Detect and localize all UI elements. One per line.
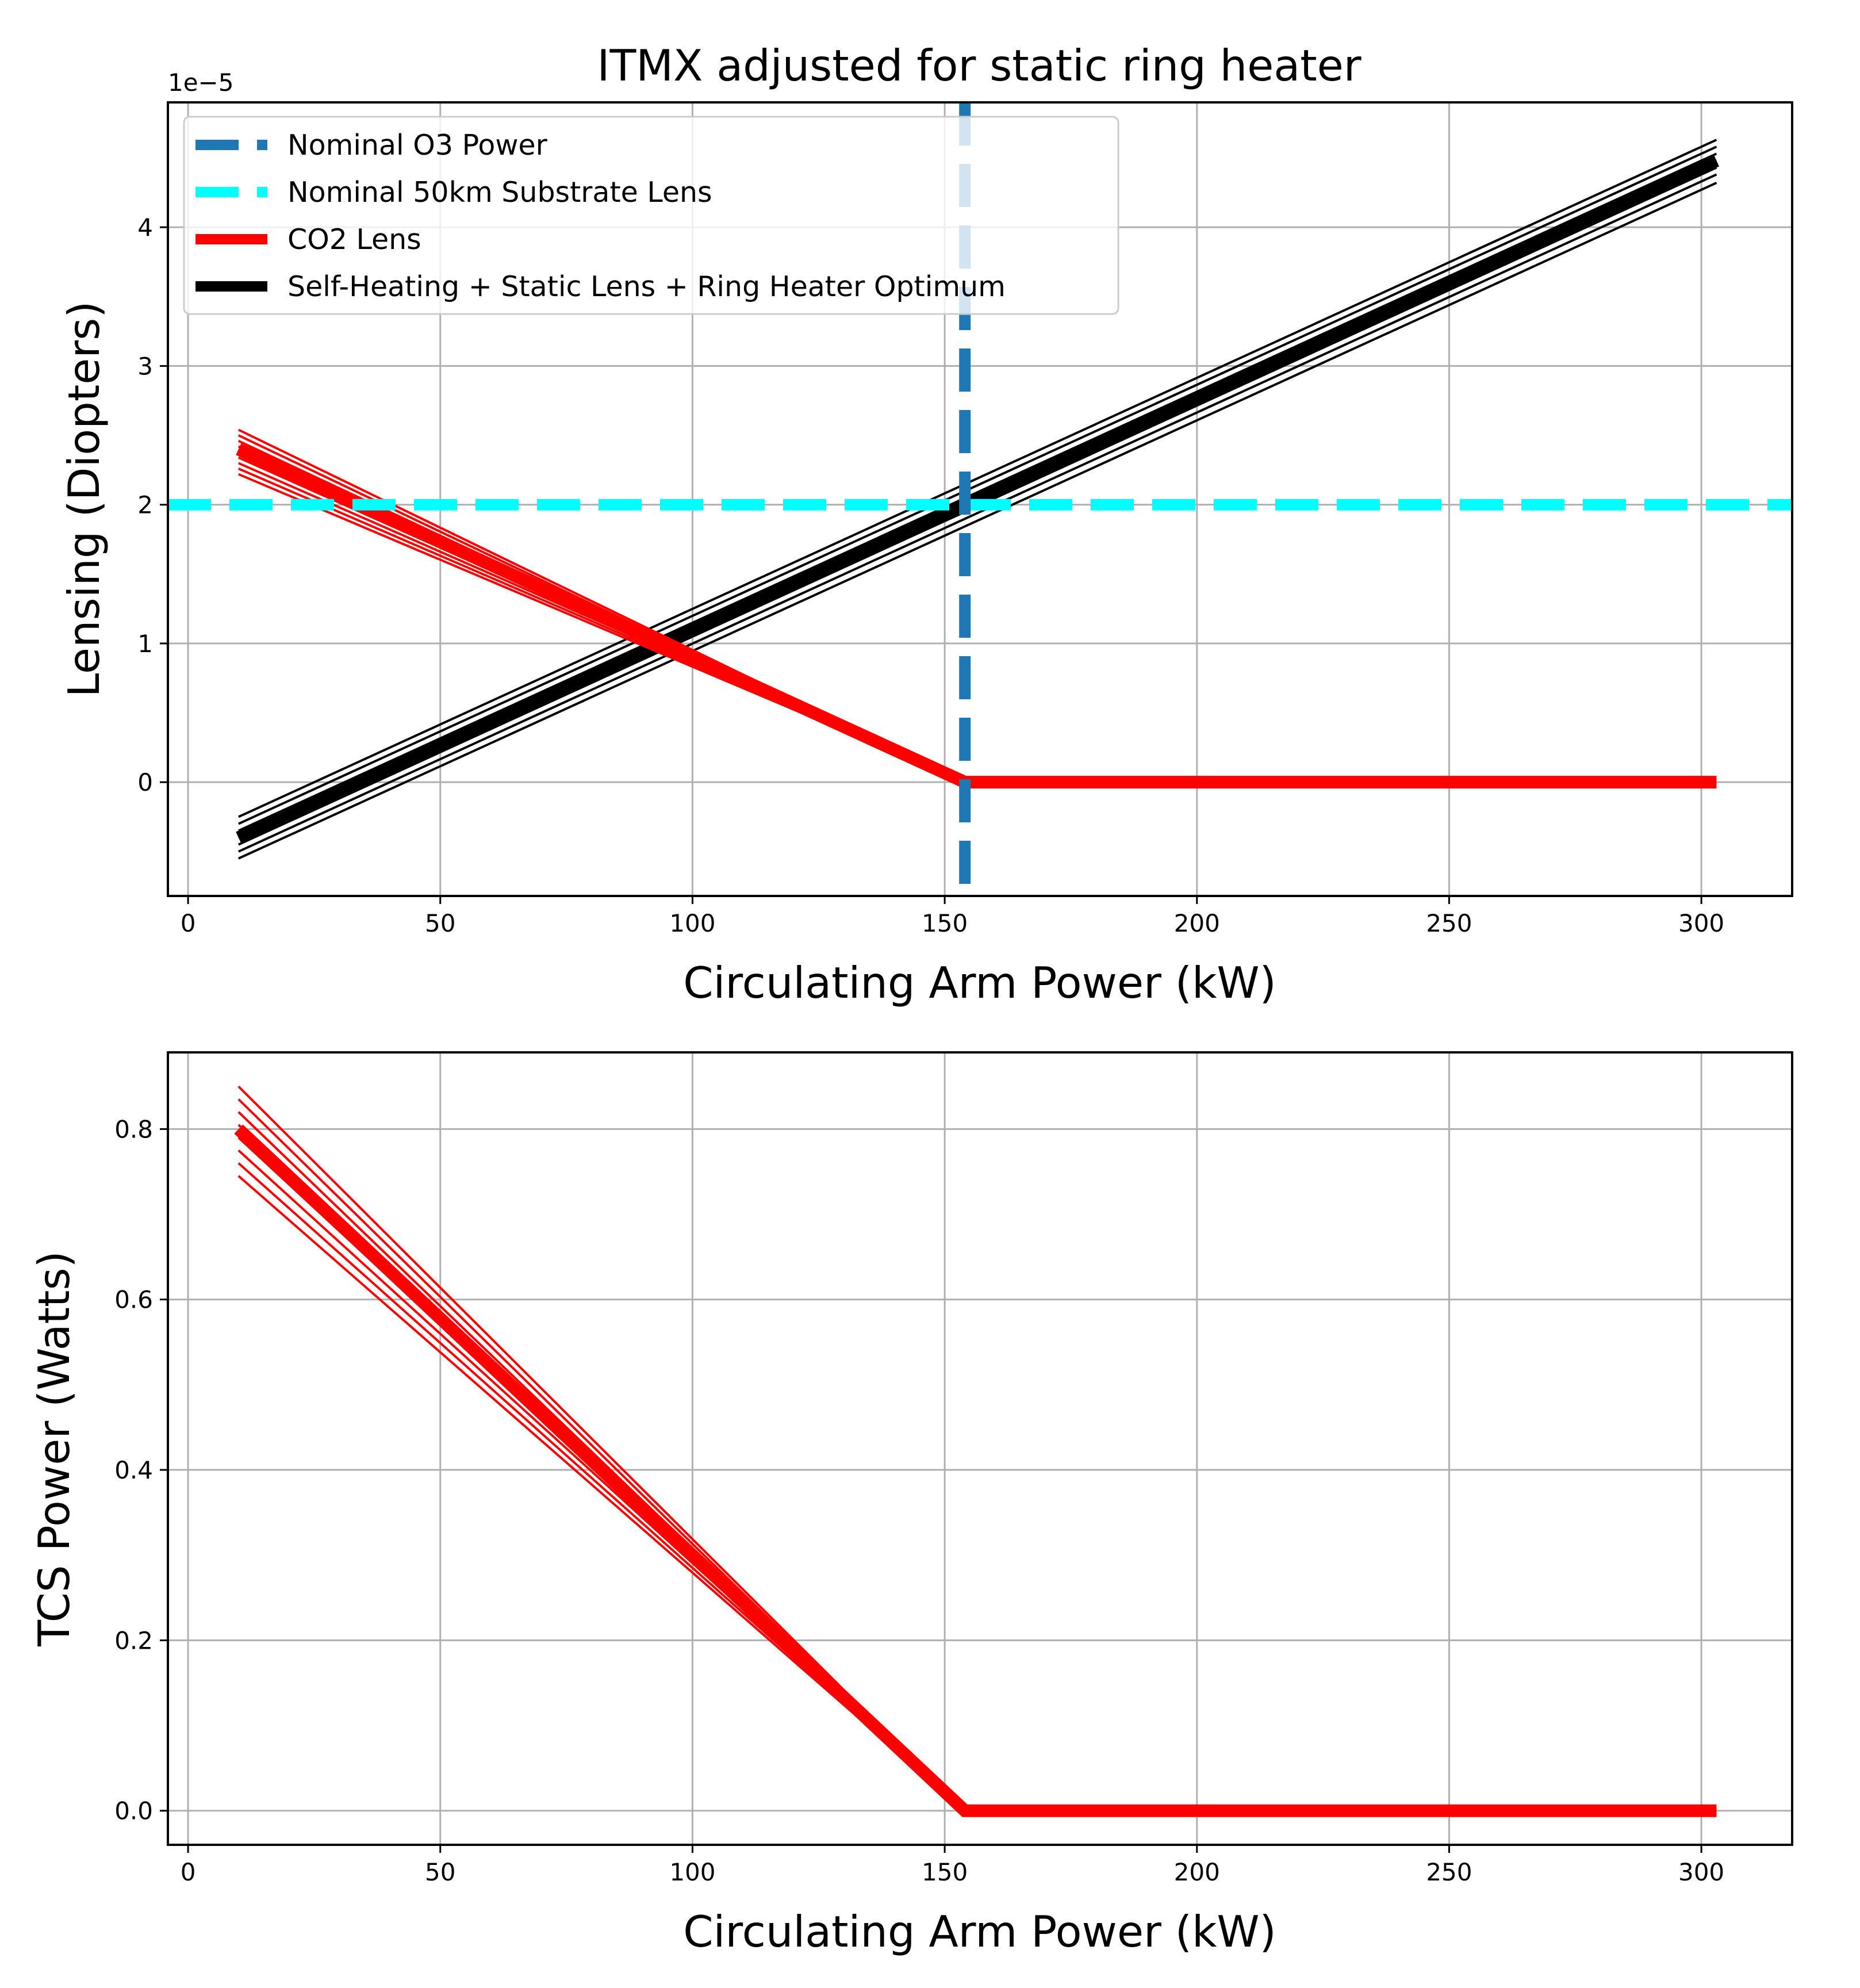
legend-label: Self-Heating + Static Lens + Ring Heater… [287, 270, 1006, 303]
x-tick-label: 250 [1426, 1858, 1472, 1886]
x-tick-label: 150 [922, 909, 968, 937]
x-tick-label: 300 [1678, 1858, 1724, 1886]
y-tick-label: 2 [137, 491, 153, 519]
tcs-x-axis-label: Circulating Arm Power (kW) [683, 1906, 1276, 1957]
x-tick-label: 0 [181, 909, 196, 937]
y-axis-offset-label: 1e−5 [168, 68, 233, 97]
lensing-y-axis-label: Lensing (Diopters) [59, 301, 109, 697]
x-tick-label: 100 [669, 1858, 715, 1886]
y-tick-label: 0.8 [114, 1115, 153, 1143]
y-tick-label: 0.4 [114, 1456, 153, 1484]
chart-title: ITMX adjusted for static ring heater [597, 40, 1361, 91]
y-tick-label: 0 [137, 768, 153, 796]
lensing-x-axis-label: Circulating Arm Power (kW) [683, 957, 1276, 1008]
legend: Nominal O3 Power Nominal 50km Substrate L… [184, 117, 1118, 314]
legend-label: CO2 Lens [287, 223, 421, 256]
x-tick-label: 200 [1174, 1858, 1220, 1886]
y-tick-label: 0.6 [114, 1286, 153, 1314]
y-tick-label: 3 [137, 352, 153, 380]
x-tick-label: 50 [425, 909, 455, 937]
x-tick-label: 200 [1174, 909, 1220, 937]
x-tick-label: 150 [922, 1858, 968, 1886]
x-tick-label: 300 [1678, 909, 1724, 937]
x-tick-label: 0 [181, 1858, 196, 1886]
legend-label: Nominal 50km Substrate Lens [287, 176, 712, 209]
x-tick-label: 100 [669, 909, 715, 937]
x-tick-label: 250 [1426, 909, 1472, 937]
tcs-y-axis-label: TCS Power (Watts) [29, 1251, 79, 1647]
legend-entry: Self-Heating + Static Lens + Ring Heater… [195, 270, 1006, 303]
legend-label: Nominal O3 Power [287, 129, 548, 162]
y-tick-label: 0.0 [114, 1797, 153, 1825]
y-tick-label: 4 [137, 213, 153, 242]
y-tick-label: 0.2 [114, 1626, 153, 1654]
x-tick-label: 50 [425, 1858, 455, 1886]
y-tick-label: 1 [137, 630, 153, 658]
